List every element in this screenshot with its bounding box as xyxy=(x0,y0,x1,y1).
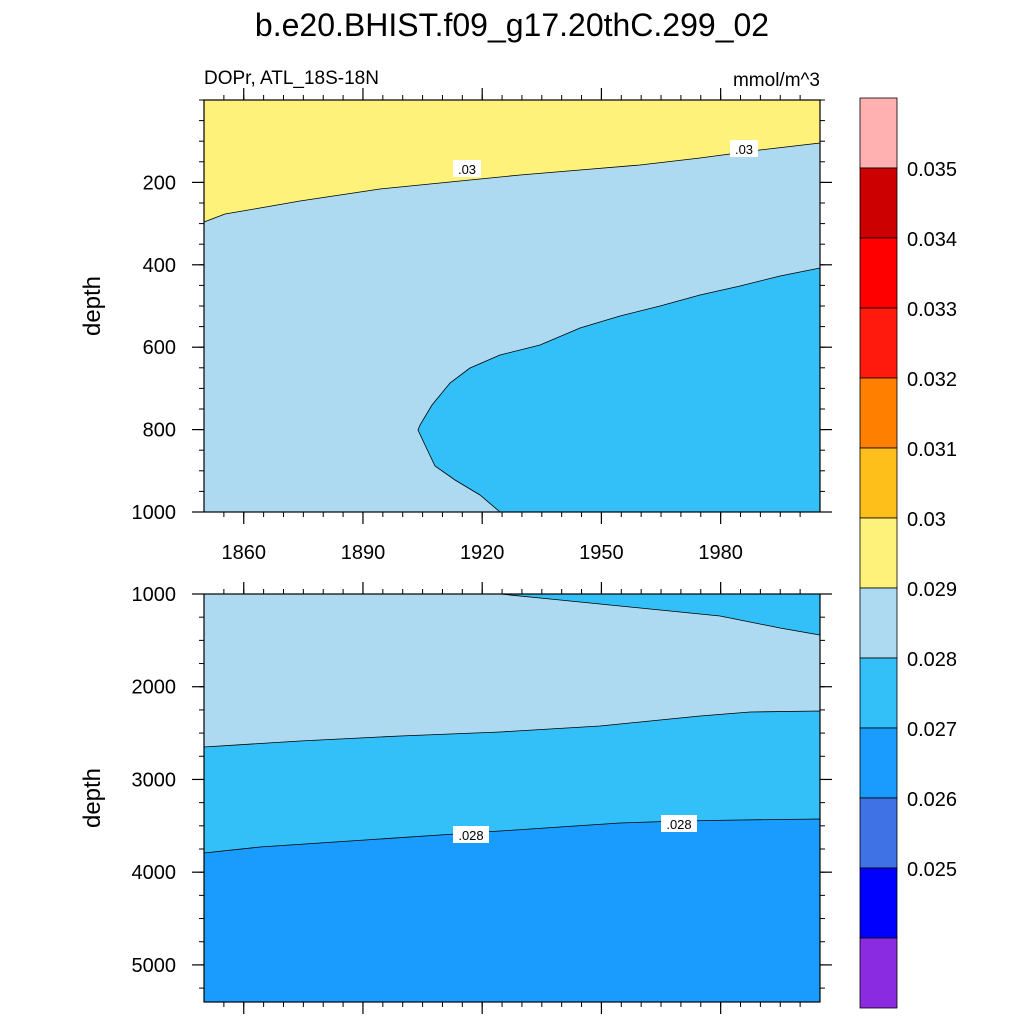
upper-x-tick-label: 1950 xyxy=(579,542,624,564)
lower-y-tick-label: 2000 xyxy=(132,677,177,699)
lower-y-tick-label: 4000 xyxy=(132,862,177,884)
colorbar-swatch xyxy=(859,517,898,589)
colorbar-label: 0.035 xyxy=(907,159,957,181)
colorbar-label: 0.029 xyxy=(907,579,957,601)
lower-frame xyxy=(203,593,821,1003)
lower-y-ticks: 1000 2000 3000 4000 5000 xyxy=(132,584,832,989)
upper-region-0.028 xyxy=(417,267,821,513)
colorbar-swatch xyxy=(859,237,898,309)
colorbar-swatch xyxy=(859,867,898,939)
lower-panel: .028 .028 depth 1000 2000 3000 4000 5000 xyxy=(79,582,832,1014)
upper-y-ticks: 200 400 600 800 1000 xyxy=(132,99,832,524)
colorbar-label: 0.026 xyxy=(907,789,957,811)
upper-x-tick-label: 1860 xyxy=(221,542,266,564)
colorbar-swatch xyxy=(859,447,898,519)
subtitle-right: mmol/m^3 xyxy=(733,70,820,91)
colorbar-swatch xyxy=(859,727,898,799)
upper-y-tick-label: 1000 xyxy=(132,502,177,524)
upper-y-tick-label: 600 xyxy=(143,337,176,359)
lower-contour-label-2: .028 xyxy=(666,817,691,832)
colorbar-label: 0.031 xyxy=(907,439,957,461)
lower-y-tick-label: 5000 xyxy=(132,955,177,977)
upper-y-tick-label: 200 xyxy=(143,172,176,194)
lower-y-tick-label: 1000 xyxy=(132,584,177,606)
lower-contour-label-box-2 xyxy=(661,815,697,832)
lower-contour-label-1: .028 xyxy=(458,828,483,843)
colorbar-label: 0.028 xyxy=(907,649,957,671)
colorbar-label: 0.027 xyxy=(907,719,957,741)
lower-y-tick-label: 3000 xyxy=(132,769,177,791)
upper-region-0.03 xyxy=(203,99,821,223)
colorbar-label: 0.033 xyxy=(907,299,957,321)
upper-x-ticks: 1860 1890 1920 1950 1980 xyxy=(221,88,801,564)
upper-contour-label-box-2 xyxy=(730,140,758,157)
lower-x-ticks xyxy=(223,582,801,1014)
colorbar-label: 0.032 xyxy=(907,369,957,391)
colorbar-swatch xyxy=(859,377,898,449)
upper-y-tick-label: 400 xyxy=(143,255,176,277)
colorbar-swatch xyxy=(859,657,898,729)
lower-contour-label-box-1 xyxy=(453,826,489,843)
lower-region-0.027 xyxy=(203,818,821,1003)
lower-y-axis-label: depth xyxy=(79,768,106,828)
colorbar-swatch xyxy=(859,97,898,169)
colorbar-swatch xyxy=(859,797,898,869)
subtitle-left: DOPr, ATL_18S-18N xyxy=(204,68,379,89)
upper-y-tick-label: 800 xyxy=(143,420,176,442)
colorbar-swatch xyxy=(859,307,898,379)
colorbar-label: 0.034 xyxy=(907,229,957,251)
colorbar-label: 0.025 xyxy=(907,859,957,881)
upper-x-tick-label: 1890 xyxy=(341,542,386,564)
colorbar-swatch xyxy=(859,167,898,239)
upper-contour-label-1: .03 xyxy=(458,162,476,177)
colorbar: 0.035 0.034 0.033 0.032 0.031 0.03 0.029 0.028 0… xyxy=(859,97,957,1009)
colorbar-swatch xyxy=(859,587,898,659)
upper-y-axis-label: depth xyxy=(79,276,106,336)
upper-x-tick-label: 1920 xyxy=(460,542,505,564)
upper-contour-label-2: .03 xyxy=(735,142,753,157)
figure-title: b.e20.BHIST.f09_g17.20thC.299_02 xyxy=(255,7,769,43)
upper-x-tick-label: 1980 xyxy=(698,542,743,564)
colorbar-swatch xyxy=(859,937,898,1009)
colorbar-label: 0.03 xyxy=(907,509,946,531)
upper-contour-label-box-1 xyxy=(453,160,481,177)
